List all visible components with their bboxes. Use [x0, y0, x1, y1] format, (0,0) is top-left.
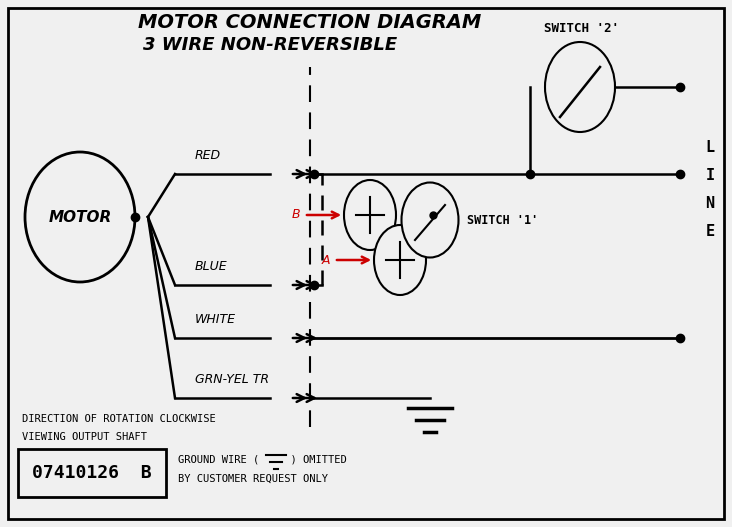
Ellipse shape: [401, 182, 458, 258]
Text: VIEWING OUTPUT SHAFT: VIEWING OUTPUT SHAFT: [22, 432, 147, 442]
Ellipse shape: [374, 225, 426, 295]
Text: MOTOR: MOTOR: [48, 210, 111, 225]
Text: L: L: [706, 140, 714, 154]
Bar: [18, 449, 166, 497]
Ellipse shape: [344, 180, 396, 250]
Text: BLUE: BLUE: [195, 260, 228, 273]
Text: I: I: [706, 168, 714, 182]
Text: BY CUSTOMER REQUEST ONLY: BY CUSTOMER REQUEST ONLY: [178, 474, 328, 484]
Text: A: A: [321, 253, 330, 267]
Text: WHITE: WHITE: [195, 313, 236, 326]
Text: SWITCH '2': SWITCH '2': [545, 23, 619, 35]
Text: N: N: [706, 196, 714, 210]
Text: DIRECTION OF ROTATION CLOCKWISE: DIRECTION OF ROTATION CLOCKWISE: [22, 414, 216, 424]
Ellipse shape: [25, 152, 135, 282]
Text: GROUND WIRE (     ) OMITTED: GROUND WIRE ( ) OMITTED: [178, 454, 347, 464]
Ellipse shape: [545, 42, 615, 132]
Text: B: B: [291, 209, 300, 221]
Text: RED: RED: [195, 149, 221, 162]
Text: 07410126  B: 07410126 B: [32, 464, 152, 482]
Text: E: E: [706, 223, 714, 239]
Text: SWITCH '1': SWITCH '1': [467, 213, 538, 227]
Text: GRN-YEL TR: GRN-YEL TR: [195, 373, 269, 386]
Text: 3 WIRE NON-REVERSIBLE: 3 WIRE NON-REVERSIBLE: [143, 36, 397, 54]
Text: MOTOR CONNECTION DIAGRAM: MOTOR CONNECTION DIAGRAM: [138, 13, 482, 32]
